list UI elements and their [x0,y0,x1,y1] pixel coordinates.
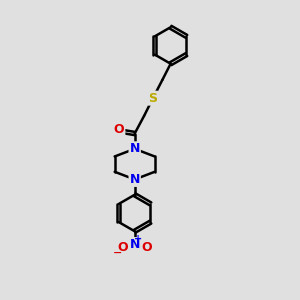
Text: N: N [130,238,140,251]
Text: N: N [130,173,140,186]
Text: N: N [130,142,140,155]
Text: −: − [113,248,122,258]
Text: O: O [114,123,124,136]
Text: O: O [118,241,128,254]
Text: S: S [148,92,158,105]
Text: O: O [141,241,152,254]
Text: +: + [134,234,142,244]
